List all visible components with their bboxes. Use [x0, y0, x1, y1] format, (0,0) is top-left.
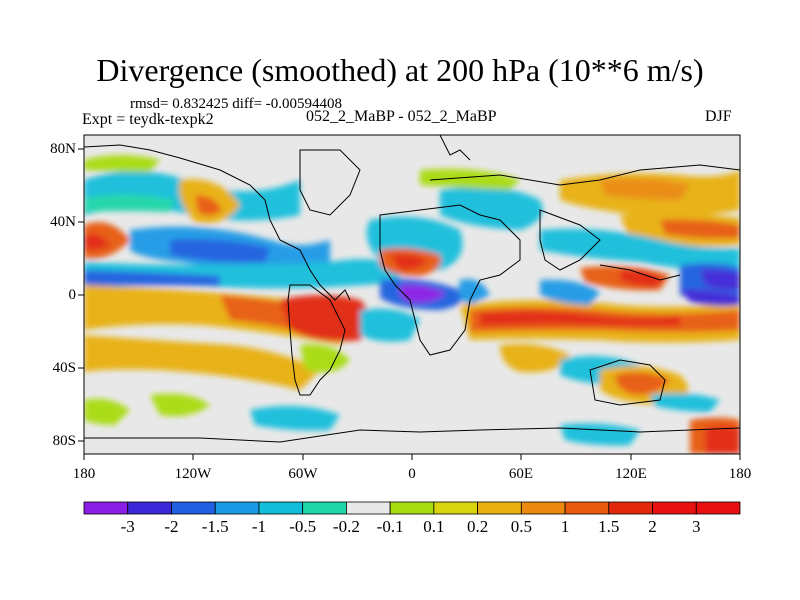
colorbar-label: 0.1	[423, 517, 445, 536]
lon-label-180e: 180	[728, 466, 752, 482]
colorbar-label: 0.5	[510, 517, 532, 536]
colorbar-label: 1.5	[598, 517, 620, 536]
continent-outlines	[84, 135, 740, 443]
season-label: DJF	[705, 108, 732, 125]
lon-label-60e: 60E	[508, 466, 534, 482]
colorbar-box	[433, 501, 479, 515]
lon-label-60w: 60W	[288, 466, 318, 482]
colorbar-label: -2	[164, 517, 179, 536]
lon-label-0: 0	[408, 466, 416, 482]
divergence-field	[84, 135, 740, 454]
colorbar-box	[127, 501, 172, 515]
axis-ticks	[78, 148, 741, 460]
colorbar-box	[477, 501, 522, 515]
colorbar-box	[302, 501, 347, 515]
colorbar-label: -1.5	[201, 517, 229, 536]
colorbar-box	[171, 501, 216, 515]
colorbar-label: 0.2	[466, 517, 489, 536]
experiment-label: Expt = teydk-texpk2	[82, 111, 214, 128]
colorbar-label: 2	[648, 517, 657, 536]
colorbar-label: -1	[251, 517, 266, 536]
lat-label-80s: 80S	[52, 433, 76, 449]
map-title: Divergence (smoothed) at 200 hPa (10**6 …	[96, 52, 704, 88]
lon-label-120w: 120W	[174, 466, 212, 482]
colorbar-box	[520, 501, 566, 515]
colorbar-box	[83, 501, 129, 515]
lat-label-40n: 40N	[50, 214, 76, 230]
lat-label-80n: 80N	[50, 141, 76, 157]
colorbar-box	[345, 501, 391, 515]
colorbar	[83, 501, 741, 515]
colorbar-label: -3	[120, 517, 135, 536]
colorbar-box	[608, 501, 653, 515]
lon-label-180w: 180	[72, 466, 96, 482]
colorbar-label: -0.1	[376, 517, 404, 536]
colorbar-box	[564, 501, 610, 515]
colorbar-label: 1	[560, 517, 570, 536]
comparison-label: 052_2_MaBP - 052_2_MaBP	[306, 108, 497, 125]
colorbar-box	[258, 501, 304, 515]
colorbar-label: -0.5	[289, 517, 317, 536]
colorbar-label: -0.2	[332, 517, 360, 536]
rmsd-stats: rmsd= 0.832425 diff= -0.00594408	[130, 96, 343, 112]
colorbar-label: 3	[692, 517, 701, 536]
lon-label-120e: 120E	[615, 466, 647, 482]
colorbar-box	[652, 501, 697, 515]
colorbar-box	[389, 501, 435, 515]
colorbar-box	[695, 501, 741, 515]
colorbar-box	[214, 501, 260, 515]
lat-label-0: 0	[68, 287, 77, 303]
lat-label-40s: 40S	[52, 360, 76, 376]
